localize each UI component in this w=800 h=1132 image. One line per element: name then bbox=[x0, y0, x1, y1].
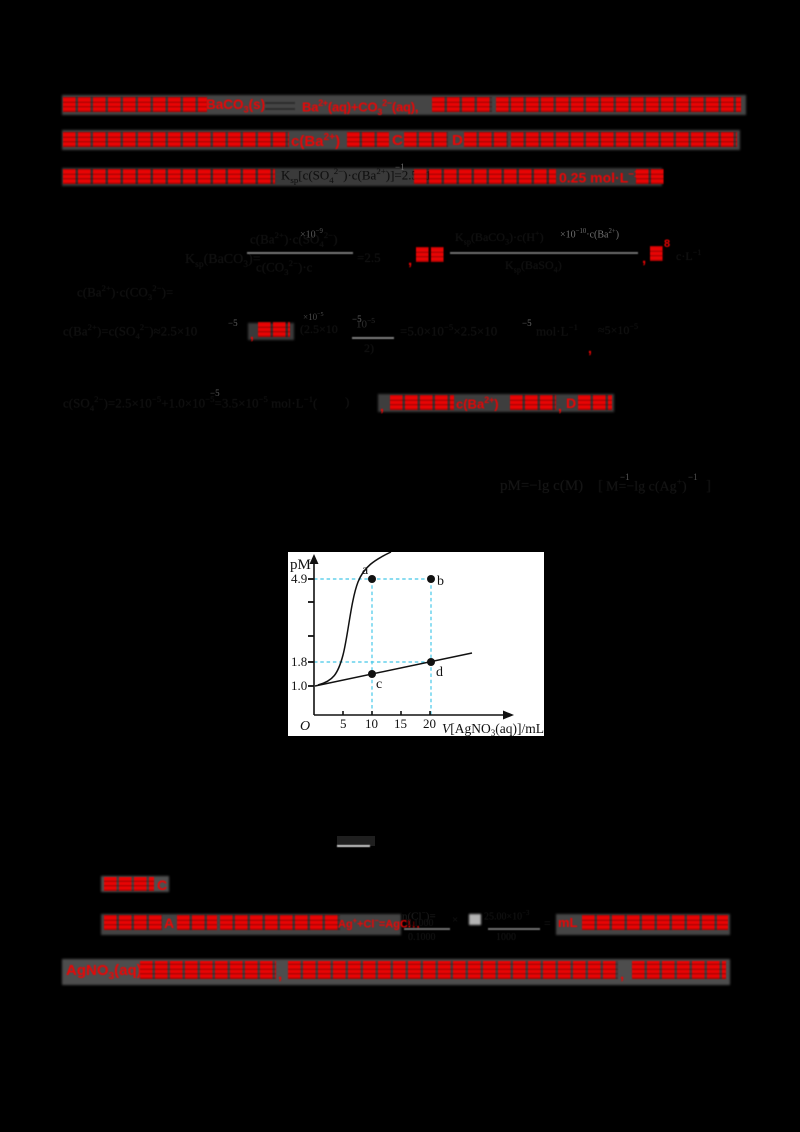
svg-text:5: 5 bbox=[340, 716, 347, 731]
svg-text:15: 15 bbox=[394, 716, 407, 731]
svg-text:1.0: 1.0 bbox=[291, 678, 307, 693]
svg-text:a: a bbox=[362, 563, 369, 578]
svg-text:b: b bbox=[437, 574, 444, 589]
svg-text:1.8: 1.8 bbox=[291, 654, 307, 669]
svg-text:O: O bbox=[300, 719, 310, 734]
svg-text:d: d bbox=[436, 665, 443, 680]
svg-text:4.9: 4.9 bbox=[291, 571, 307, 586]
svg-text:10: 10 bbox=[365, 716, 378, 731]
svg-text:pM: pM bbox=[290, 557, 311, 573]
svg-text:V[AgNO3(aq)]/mL: V[AgNO3(aq)]/mL bbox=[442, 721, 544, 736]
svg-text:c: c bbox=[376, 677, 382, 692]
svg-text:20: 20 bbox=[423, 716, 436, 731]
